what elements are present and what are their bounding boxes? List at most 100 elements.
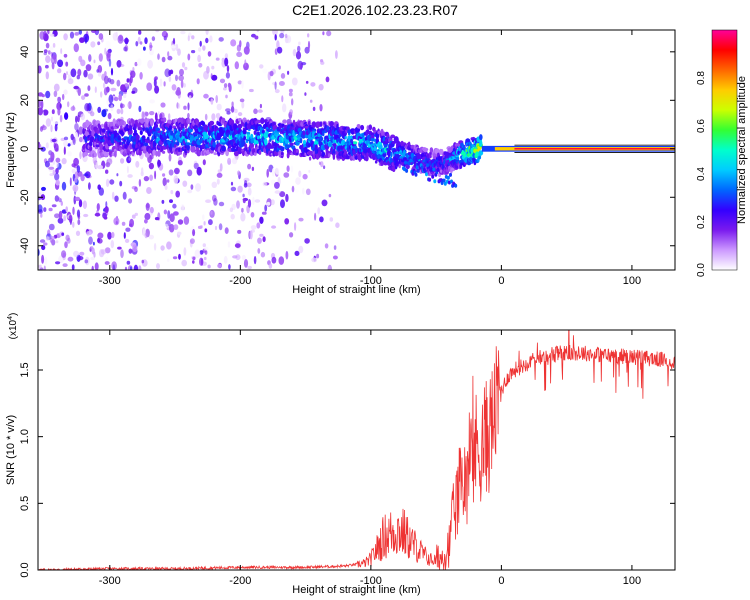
band-speck xyxy=(99,143,104,151)
band-speck xyxy=(237,123,243,129)
noise-speck xyxy=(67,101,70,108)
noise-speck xyxy=(43,52,47,56)
noise-speck xyxy=(291,77,298,86)
noise-speck xyxy=(252,196,255,206)
noise-speck xyxy=(90,41,96,48)
noise-speck xyxy=(43,49,48,53)
colorbar-tick-label: 0.0 xyxy=(696,263,707,277)
band-speck xyxy=(313,140,319,146)
noise-speck xyxy=(305,188,311,196)
noise-speck xyxy=(64,241,68,249)
noise-speck xyxy=(97,106,102,113)
band-speck xyxy=(142,148,147,154)
noise-speck xyxy=(223,255,228,264)
band-speck xyxy=(155,127,161,132)
noise-speck xyxy=(49,237,53,243)
noise-speck xyxy=(79,37,85,43)
noise-speck xyxy=(77,219,81,226)
noise-speck xyxy=(132,87,138,94)
noise-speck xyxy=(251,166,255,171)
noise-speck xyxy=(38,264,42,269)
noise-speck xyxy=(234,61,239,70)
noise-speck xyxy=(116,173,119,177)
noise-speck xyxy=(218,201,225,207)
noise-speck xyxy=(297,45,301,53)
noise-speck xyxy=(203,256,207,261)
noise-speck xyxy=(259,233,264,237)
noise-speck xyxy=(175,190,180,198)
tail-speck xyxy=(442,178,446,183)
noise-speck xyxy=(51,138,57,143)
noise-speck xyxy=(247,163,252,170)
noise-speck xyxy=(187,35,190,42)
band-speck xyxy=(129,124,133,132)
noise-speck xyxy=(144,111,149,117)
noise-speck xyxy=(209,35,213,43)
noise-speck xyxy=(73,43,80,53)
band-speck xyxy=(382,152,387,158)
noise-speck xyxy=(143,176,150,182)
noise-speck xyxy=(39,31,45,40)
noise-speck xyxy=(161,199,165,204)
noise-speck xyxy=(191,50,196,54)
noise-speck xyxy=(250,212,255,218)
noise-speck xyxy=(172,256,178,260)
noise-speck xyxy=(56,161,59,168)
noise-speck xyxy=(237,112,243,117)
tail-speck xyxy=(405,168,409,173)
band-speck xyxy=(299,138,303,144)
noise-speck xyxy=(232,255,238,259)
noise-speck xyxy=(225,72,230,79)
noise-speck xyxy=(55,240,59,244)
noise-speck xyxy=(204,250,208,255)
noise-speck xyxy=(111,261,117,270)
band-speck xyxy=(202,139,205,146)
band-speck xyxy=(381,131,386,137)
noise-speck xyxy=(262,236,266,243)
noise-speck xyxy=(204,246,209,252)
noise-speck xyxy=(192,260,195,264)
noise-speck xyxy=(128,198,133,204)
colorbar-tick-label: 0.4 xyxy=(696,167,707,181)
noise-speck xyxy=(260,251,266,258)
noise-speck xyxy=(169,213,175,223)
tail-speck xyxy=(433,179,437,184)
band-speck xyxy=(332,153,336,161)
band-speck xyxy=(340,139,346,147)
noise-speck xyxy=(328,193,332,198)
noise-speck xyxy=(226,65,230,73)
noise-speck xyxy=(67,151,72,157)
noise-speck xyxy=(77,68,82,77)
noise-speck xyxy=(85,64,92,72)
noise-speck xyxy=(153,243,157,251)
noise-speck xyxy=(138,179,142,187)
band-speck xyxy=(314,132,319,137)
noise-speck xyxy=(218,37,224,42)
noise-speck xyxy=(300,62,303,71)
band-speck xyxy=(462,144,466,151)
noise-speck xyxy=(78,55,83,63)
band-speck xyxy=(428,154,432,159)
noise-speck xyxy=(68,188,74,197)
band-speck xyxy=(209,120,215,126)
noise-speck xyxy=(183,216,190,225)
noise-speck xyxy=(243,46,250,55)
noise-speck xyxy=(151,36,156,42)
noise-speck xyxy=(133,264,139,270)
noise-speck xyxy=(210,73,213,80)
heatmap-xtick-label: 0 xyxy=(498,275,504,287)
band-speck xyxy=(455,156,460,160)
noise-speck xyxy=(320,161,324,168)
noise-speck xyxy=(173,211,179,216)
noise-speck xyxy=(162,177,167,187)
noise-speck xyxy=(288,88,293,93)
noise-speck xyxy=(205,199,212,203)
noise-speck xyxy=(274,81,277,90)
noise-speck xyxy=(249,88,254,93)
noise-speck xyxy=(198,63,203,68)
noise-speck xyxy=(227,157,232,165)
noise-speck xyxy=(229,207,233,213)
band-speck xyxy=(319,121,323,128)
noise-speck xyxy=(225,108,231,112)
tail-speck xyxy=(420,165,424,170)
